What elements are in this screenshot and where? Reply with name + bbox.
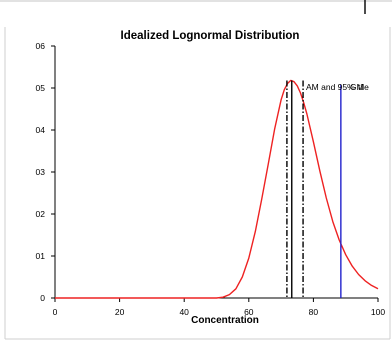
y-tick-label: 05 (36, 83, 46, 93)
distribution-curve (55, 79, 379, 299)
x-tick-label: 40 (179, 307, 189, 317)
x-tick-label: 80 (309, 307, 319, 317)
y-tick-label: 02 (36, 209, 46, 219)
annotation-tile: tile (358, 82, 369, 92)
annotation-gm: GM (350, 82, 364, 92)
y-tick-label: 03 (36, 167, 46, 177)
y-axis-ticks: 0 01 02 03 04 05 06 (36, 41, 55, 303)
x-axis-ticks: 0 20 40 60 80 100 (53, 298, 385, 317)
y-tick-label: 01 (36, 251, 46, 261)
x-tick-label: 60 (244, 307, 254, 317)
chart-title: Idealized Lognormal Distribution (121, 30, 300, 42)
x-tick-label: 20 (115, 307, 125, 317)
annotation-am-95: AM and 95% (306, 82, 355, 92)
y-tick-label: 04 (36, 125, 46, 135)
x-tick-label: 100 (371, 307, 385, 317)
series-layer (55, 79, 379, 299)
x-axis-label: Concentration (191, 315, 259, 326)
y-tick-label: 06 (36, 41, 46, 51)
x-tick-label: 0 (53, 307, 58, 317)
reference-lines (286, 80, 342, 298)
y-tick-label: 0 (40, 293, 45, 303)
